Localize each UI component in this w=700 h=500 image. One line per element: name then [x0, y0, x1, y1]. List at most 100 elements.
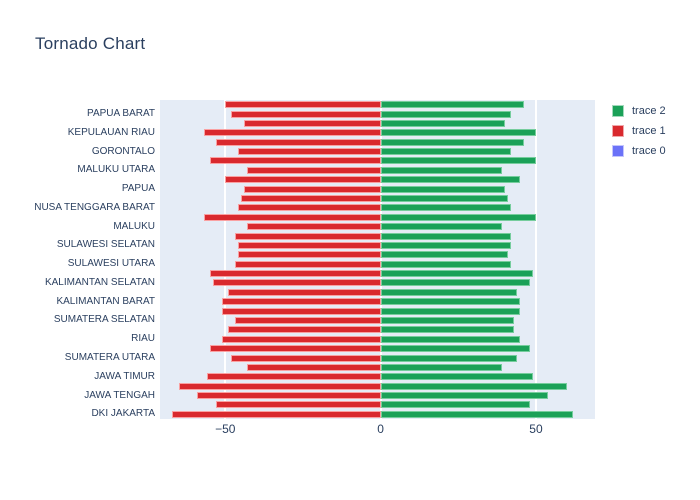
y-axis-label: SUMATERA UTARA — [64, 352, 155, 363]
y-axis-label: JAWA TIMUR — [94, 370, 155, 382]
bar-row — [160, 353, 595, 362]
negative-bar — [237, 148, 381, 156]
positive-bar — [380, 410, 574, 418]
bar-row — [160, 184, 595, 193]
bar-row — [160, 344, 595, 353]
negative-bar — [215, 138, 381, 146]
negative-bar — [209, 157, 381, 165]
legend-label: trace 2 — [632, 105, 666, 117]
y-axis-label: SULAWESI SELATAN — [56, 239, 155, 251]
negative-bar — [231, 354, 381, 362]
positive-bar — [380, 363, 502, 371]
bar-row — [160, 128, 595, 137]
y-axis-label: KALIMANTAN BARAT — [56, 295, 155, 307]
plot-area — [160, 100, 595, 419]
bar-row — [160, 250, 595, 259]
positive-bar — [380, 298, 521, 306]
bar-row — [160, 391, 595, 400]
bar-row — [160, 109, 595, 118]
gridline — [534, 100, 537, 419]
positive-bar — [380, 251, 508, 259]
negative-bar — [209, 345, 381, 353]
negative-bar — [228, 326, 381, 334]
bar-row — [160, 381, 595, 390]
negative-bar — [197, 392, 381, 400]
bar-row — [160, 213, 595, 222]
positive-bar — [380, 148, 512, 156]
negative-bar — [203, 213, 381, 221]
positive-bar — [380, 382, 568, 390]
bar-row — [160, 410, 595, 419]
negative-bar — [247, 363, 381, 371]
negative-bar — [172, 410, 381, 418]
y-axis-label: MALUKU — [113, 220, 155, 232]
bar-row — [160, 222, 595, 231]
bar-row — [160, 363, 595, 372]
positive-bar — [380, 195, 508, 202]
legend-item-trace-0[interactable]: trace 0 — [612, 141, 666, 161]
y-axis-label: RIAU — [131, 333, 155, 345]
bar-row — [160, 194, 595, 203]
y-axis-label: KALIMANTAN SELATAN — [44, 276, 155, 288]
bar-row — [160, 231, 595, 240]
positive-bar — [380, 288, 518, 296]
y-axis-label: SULAWESI UTARA — [67, 258, 155, 270]
positive-bar — [380, 101, 524, 109]
positive-bar — [380, 354, 518, 362]
positive-bar — [380, 185, 505, 193]
bar-row — [160, 269, 595, 278]
positive-bar — [380, 157, 536, 165]
x-axis-tick-label: 0 — [377, 422, 384, 436]
chart-title: Tornado Chart — [35, 34, 146, 53]
bar-row — [160, 372, 595, 381]
positive-bar — [380, 392, 549, 400]
negative-bar — [234, 260, 381, 268]
positive-bar — [380, 326, 515, 334]
negative-bar — [237, 251, 381, 259]
negative-bar — [209, 270, 381, 278]
positive-bar — [380, 129, 536, 137]
bar-row — [160, 138, 595, 147]
positive-bar — [380, 260, 512, 268]
x-axis-tick-label: −50 — [215, 422, 236, 436]
negative-bar — [228, 288, 381, 296]
legend-swatch-icon — [612, 105, 624, 117]
positive-bar — [380, 316, 515, 324]
legend-swatch-icon — [612, 125, 624, 137]
y-axis-label: PAPUA BARAT — [87, 108, 155, 120]
negative-bar — [237, 241, 381, 249]
bar-row — [160, 241, 595, 250]
gridline — [224, 100, 227, 419]
legend-label: trace 1 — [632, 125, 666, 137]
y-axis-label: PAPUA — [121, 183, 155, 195]
bar-row — [160, 288, 595, 297]
negative-bar — [243, 119, 381, 127]
negative-bar — [178, 382, 381, 390]
negative-bar — [215, 401, 381, 409]
y-axis-label: NUSA TENGGARA BARAT — [34, 201, 155, 213]
negative-bar — [222, 307, 381, 315]
positive-bar — [380, 138, 524, 146]
bar-row — [160, 100, 595, 109]
legend-item-trace-1[interactable]: trace 1 — [612, 121, 666, 141]
bar-row — [160, 175, 595, 184]
positive-bar — [380, 401, 530, 409]
legend-swatch-icon — [612, 145, 624, 157]
legend-item-trace-2[interactable]: trace 2 — [612, 101, 666, 121]
bar-row — [160, 203, 595, 212]
legend: trace 2 trace 1 trace 0 — [612, 101, 666, 161]
positive-bar — [380, 373, 533, 381]
y-axis-label: SUMATERA SELATAN — [53, 314, 155, 326]
bar-row — [160, 278, 595, 287]
negative-bar — [222, 335, 381, 343]
x-axis-tick-label: 50 — [529, 422, 543, 436]
positive-bar — [380, 204, 512, 212]
negative-bar — [237, 204, 381, 212]
negative-bar — [243, 185, 381, 193]
bar-row — [160, 147, 595, 156]
positive-bar — [380, 176, 521, 184]
negative-bar — [222, 298, 381, 306]
positive-bar — [380, 213, 536, 221]
legend-label: trace 0 — [632, 145, 666, 157]
